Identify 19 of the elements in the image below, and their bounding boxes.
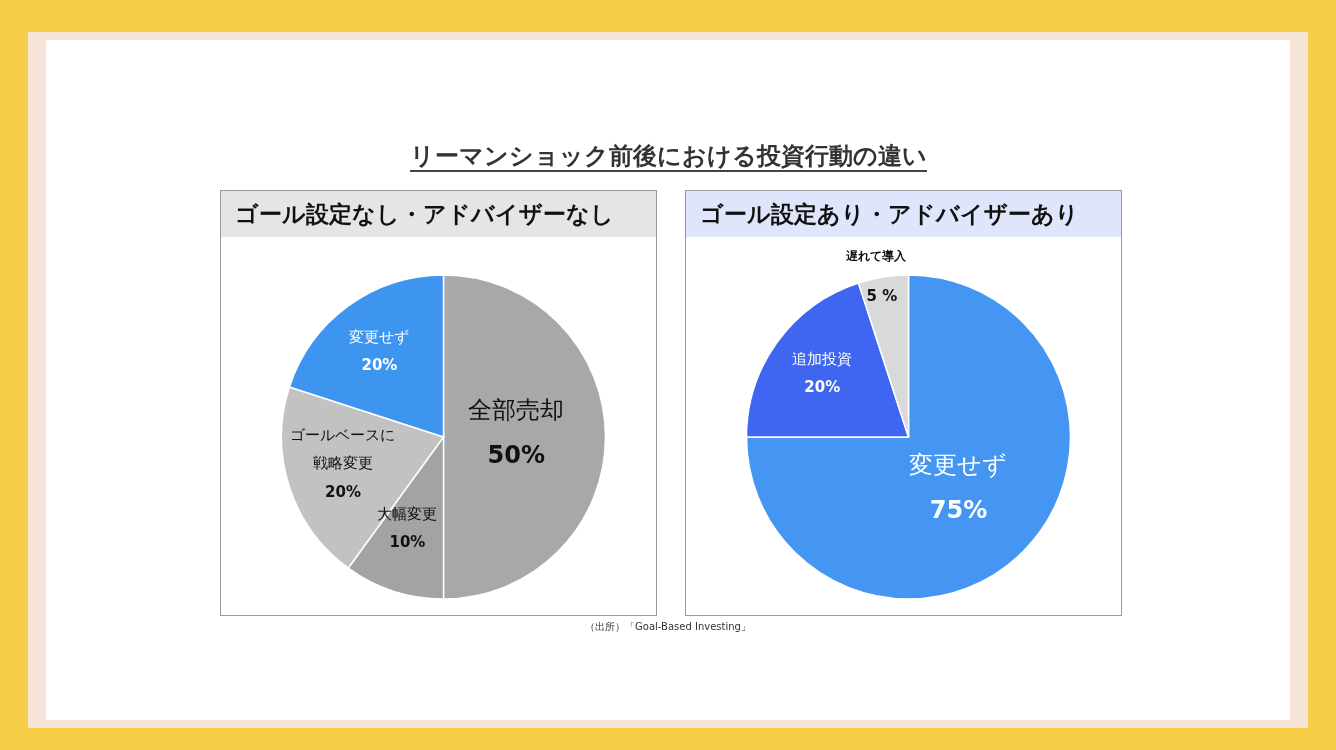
slice-label: ゴールベースに戦略変更 bbox=[290, 425, 396, 473]
data-label: 20% bbox=[804, 378, 841, 397]
chart-title: ゴール設定あり・アドバイザーあり bbox=[686, 191, 1121, 237]
text: （出所）「Goal-Based Investing」 bbox=[584, 620, 752, 634]
slice-label: 全部売却 bbox=[468, 395, 565, 424]
pie-slice bbox=[745, 274, 1072, 600]
slice-label: 追加投資 bbox=[792, 349, 853, 368]
slice-label: 遅れて導入 bbox=[845, 249, 908, 264]
data-label: 50% bbox=[487, 441, 545, 470]
data-label: 20% bbox=[325, 482, 361, 501]
slice-label: 大幅変更 bbox=[377, 504, 438, 523]
data-label: 75% bbox=[929, 496, 988, 525]
data-label: 10% bbox=[389, 533, 426, 552]
data-label: 20% bbox=[361, 356, 398, 375]
slice-label: 変更せず bbox=[349, 327, 410, 346]
slice-label: 変更せず bbox=[909, 450, 1008, 479]
chart-title: ゴール設定なし・アドバイザーなし bbox=[221, 191, 656, 237]
text: リーマンショック前後における投資行動の違い bbox=[409, 142, 927, 172]
data-label: 5 % bbox=[866, 287, 898, 305]
